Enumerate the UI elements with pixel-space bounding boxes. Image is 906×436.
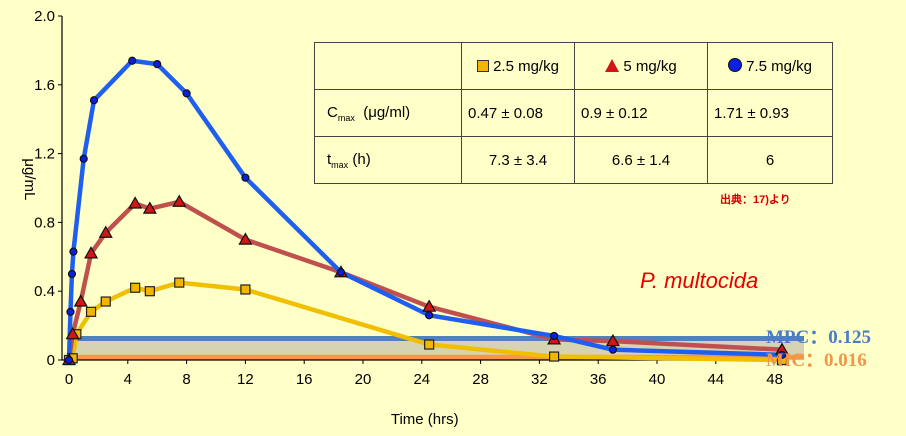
data-point-square [240, 284, 251, 295]
row-label-main: t [327, 150, 332, 168]
table-cell: 0.47 ± 0.08 [461, 89, 575, 137]
y-tick-label: 0.4 [34, 283, 55, 300]
triangle-marker-icon [605, 58, 620, 72]
x-tick-label: 44 [707, 371, 724, 388]
data-point-circle [336, 268, 346, 277]
data-point-square [130, 282, 141, 293]
data-point-square [174, 277, 185, 288]
table-cell: 0.9 ± 0.12 [574, 89, 708, 137]
header-label: 5 mg/kg [623, 57, 677, 75]
x-tick-label: 28 [472, 371, 489, 388]
data-point-square [548, 351, 560, 362]
species-label: P. multocida [640, 268, 759, 293]
x-tick-label: 8 [182, 371, 190, 388]
y-tick-label: 0 [47, 352, 55, 369]
y-axis-label: μg/mL [21, 158, 38, 200]
data-point-circle [66, 307, 75, 316]
source-note: 出典：17)より [720, 194, 791, 206]
data-point-circle [182, 89, 191, 98]
x-tick-label: 40 [649, 371, 666, 388]
x-tick-label: 12 [237, 371, 254, 388]
x-tick-label: 48 [766, 371, 783, 388]
x-tick-label: 32 [531, 371, 548, 388]
data-point-triangle [172, 194, 187, 207]
x-tick-label: 4 [124, 371, 132, 388]
data-point-triangle [422, 299, 437, 312]
circle-marker-icon [728, 57, 743, 72]
data-point-circle [549, 331, 559, 341]
mic-label: MIC：0.016 [766, 350, 867, 371]
data-point-square [85, 306, 97, 317]
header-label: 7.5 mg/kg [746, 57, 812, 75]
table-row-tmax: tmax (h) 7.3 ± 3.4 6.6 ± 1.4 6 [314, 136, 833, 184]
mpc-label: MPC：0.125 [766, 327, 872, 348]
row-label-sub: max [337, 112, 355, 123]
data-point-circle [608, 345, 618, 354]
data-point-square [144, 286, 155, 297]
table-header-7-5: 7.5 mg/kg [707, 42, 833, 90]
x-tick-label: 20 [355, 371, 372, 388]
x-tick-label: 16 [296, 371, 313, 388]
row-label-unit: (h) [352, 150, 371, 168]
data-point-triangle [605, 333, 620, 347]
data-point-triangle [73, 294, 88, 307]
table-header-2-5: 2.5 mg/kg [461, 42, 575, 90]
data-point-circle [777, 350, 787, 359]
row-label-cmax: Cmax (μg/ml) [314, 89, 462, 137]
table-row-cmax: Cmax (μg/ml) 0.47 ± 0.08 0.9 ± 0.12 1.71… [314, 89, 833, 137]
table-cell: 6 [707, 136, 833, 184]
y-tick-label: 1.2 [34, 146, 55, 163]
data-point-circle [69, 247, 78, 256]
data-point-circle [79, 154, 88, 163]
data-point-square [424, 339, 435, 350]
row-label-main: C [327, 103, 338, 121]
data-point-circle [67, 269, 77, 279]
y-tick-label: 0.8 [34, 214, 55, 231]
data-point-square [100, 296, 111, 307]
pk-summary-table: 2.5 mg/kg 5 mg/kg 7.5 mg/kg Cmax (μg/ml)… [314, 42, 833, 184]
table-cell: 6.6 ± 1.4 [574, 136, 708, 184]
data-point-circle [153, 60, 162, 69]
square-marker-icon [477, 59, 490, 72]
x-tick-label: 0 [65, 371, 73, 388]
data-point-triangle [98, 225, 113, 238]
y-tick-label: 2.0 [34, 8, 55, 25]
table-corner-cell [314, 42, 462, 90]
table-header-5: 5 mg/kg [574, 42, 708, 90]
row-label-tmax: tmax (h) [314, 136, 462, 184]
table-cell: 7.3 ± 3.4 [461, 136, 575, 184]
x-tick-label: 24 [413, 371, 430, 388]
data-point-triangle [65, 326, 80, 340]
data-point-circle [241, 173, 250, 182]
data-point-triangle [238, 232, 253, 245]
data-point-triangle [142, 201, 157, 214]
data-point-circle [89, 96, 99, 105]
x-axis-label: Time (hrs) [391, 411, 459, 428]
row-label-unit: (μg/ml) [363, 103, 411, 121]
data-point-triangle [128, 196, 143, 209]
y-tick-label: 1.6 [34, 77, 55, 94]
mic-mpc-band [69, 338, 804, 358]
data-point-circle [128, 56, 137, 65]
header-label: 2.5 mg/kg [493, 57, 559, 75]
data-point-triangle [84, 246, 99, 259]
data-point-circle [425, 311, 434, 320]
data-point-circle [64, 355, 74, 365]
row-label-sub: max [331, 159, 349, 170]
table-cell: 1.71 ± 0.93 [707, 89, 833, 137]
table-header-row: 2.5 mg/kg 5 mg/kg 7.5 mg/kg [314, 42, 833, 90]
x-tick-label: 36 [590, 371, 607, 388]
